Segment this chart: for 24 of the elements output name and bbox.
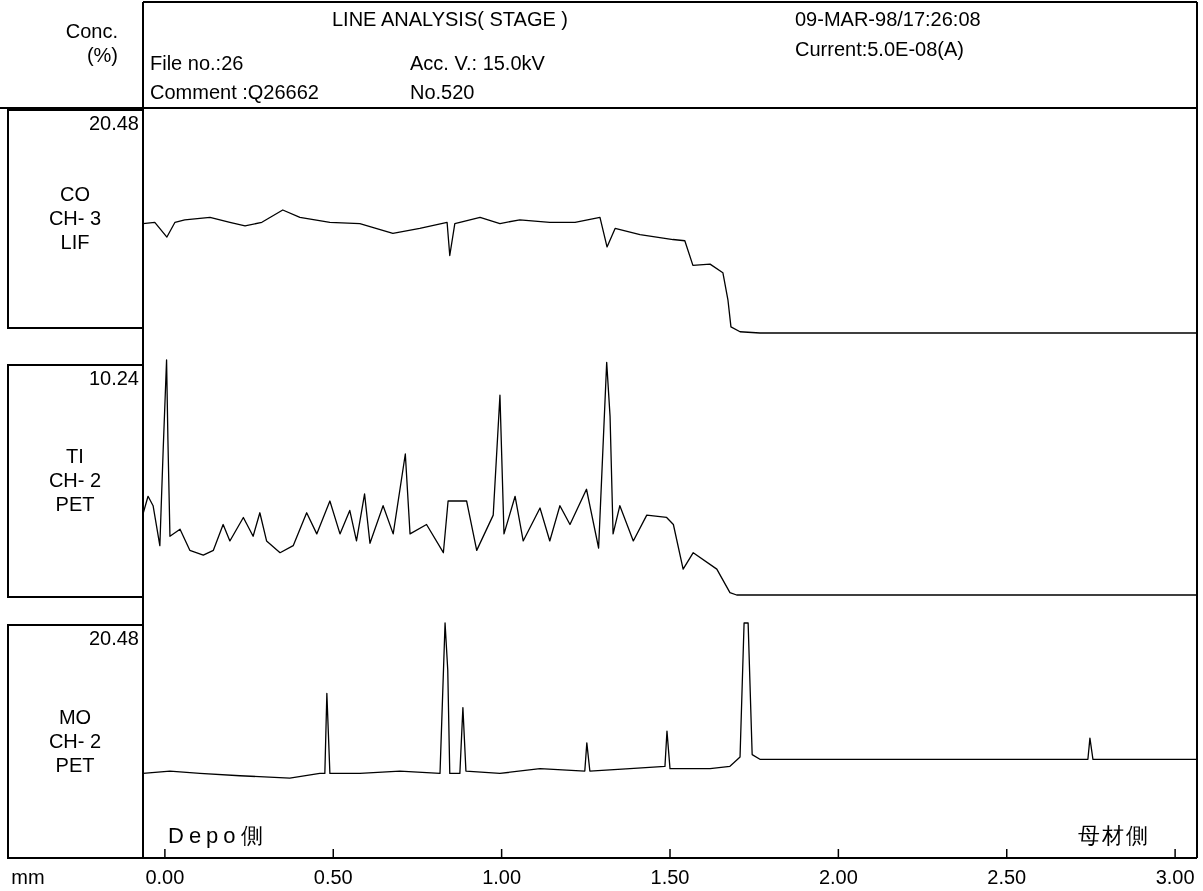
text: Comment :Q26662 [150,81,319,103]
x-tick-label: 2.00 [818,866,858,888]
text: Current:5.0E-08(A) [795,38,964,60]
annotation: Depo側 [168,823,268,848]
x-tick-label: 0.50 [313,866,353,888]
text: 20.48 [88,112,139,134]
y-axis-title: CO CH- 3 LIF [48,183,102,253]
y-axis-title: MO CH- 2 PET [48,705,102,776]
text: Acc. V.: 15.0kV [410,52,546,74]
text: File no.:26 [150,52,244,74]
text: 20.48 [88,627,139,649]
x-tick-label: 3.00 [1155,866,1195,888]
x-tick-label: 1.00 [482,866,522,888]
text: 09-MAR-98/17:26:08 [795,8,981,30]
annotation: 母材側 [1078,823,1150,848]
x-tick-label: 0.00 [145,866,185,888]
chart-title: LINE ANALYSIS( STAGE ) [332,8,568,30]
x-tick-label: 1.50 [650,866,690,888]
y-axis-title: TI CH- 2 PET [48,445,102,515]
text: Conc. (%) [65,20,118,66]
x-tick-label: 2.50 [987,866,1027,888]
text: No.520 [410,81,475,103]
x-axis-title: mm [11,866,45,888]
text: 10.24 [88,367,139,389]
